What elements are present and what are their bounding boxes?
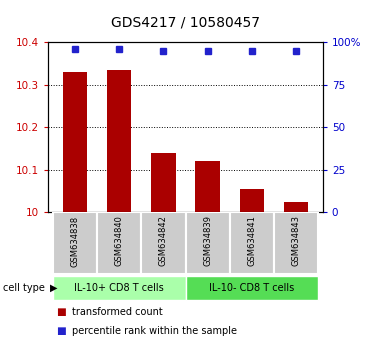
Text: IL-10- CD8 T cells: IL-10- CD8 T cells bbox=[209, 282, 295, 293]
Bar bbox=[284, 202, 308, 212]
Text: GDS4217 / 10580457: GDS4217 / 10580457 bbox=[111, 16, 260, 30]
Text: GSM634838: GSM634838 bbox=[70, 216, 79, 267]
FancyBboxPatch shape bbox=[274, 212, 318, 274]
Text: transformed count: transformed count bbox=[72, 307, 163, 316]
FancyBboxPatch shape bbox=[186, 212, 230, 274]
FancyBboxPatch shape bbox=[186, 276, 318, 299]
Text: GSM634842: GSM634842 bbox=[159, 216, 168, 266]
FancyBboxPatch shape bbox=[53, 276, 185, 299]
Text: GSM634839: GSM634839 bbox=[203, 216, 212, 267]
Bar bbox=[240, 189, 264, 212]
FancyBboxPatch shape bbox=[53, 212, 97, 274]
Text: GSM634840: GSM634840 bbox=[115, 216, 124, 266]
Text: GSM634843: GSM634843 bbox=[292, 216, 301, 267]
Text: GSM634841: GSM634841 bbox=[247, 216, 256, 266]
Bar bbox=[151, 153, 175, 212]
FancyBboxPatch shape bbox=[230, 212, 274, 274]
Bar bbox=[107, 70, 131, 212]
Text: ■: ■ bbox=[56, 326, 65, 336]
FancyBboxPatch shape bbox=[141, 212, 186, 274]
FancyBboxPatch shape bbox=[97, 212, 141, 274]
Bar bbox=[63, 72, 87, 212]
Text: ▶: ▶ bbox=[50, 282, 58, 293]
Bar bbox=[196, 161, 220, 212]
Text: cell type: cell type bbox=[3, 282, 45, 293]
Text: IL-10+ CD8 T cells: IL-10+ CD8 T cells bbox=[74, 282, 164, 293]
Text: percentile rank within the sample: percentile rank within the sample bbox=[72, 326, 237, 336]
Text: ■: ■ bbox=[56, 307, 65, 316]
